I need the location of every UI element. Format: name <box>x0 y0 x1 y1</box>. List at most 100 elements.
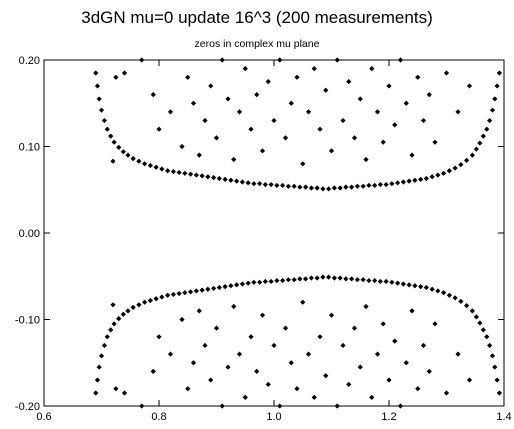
data-point <box>496 390 502 396</box>
data-point <box>320 274 326 280</box>
data-point <box>199 173 205 179</box>
data-point <box>432 321 438 327</box>
data-point <box>262 181 268 188</box>
data-point <box>110 158 116 164</box>
data-point <box>363 303 369 310</box>
data-point <box>392 338 398 344</box>
data-point <box>121 390 128 396</box>
data-point <box>225 96 231 102</box>
data-point <box>357 96 363 102</box>
data-point <box>386 377 392 383</box>
chart-title: 3dGN mu=0 update 16^3 (200 measurements) <box>81 8 433 27</box>
y-tick-label: -0.20 <box>15 401 40 413</box>
plot-frame <box>43 59 505 407</box>
data-point <box>196 308 202 314</box>
data-point <box>297 184 303 190</box>
data-point <box>291 277 297 283</box>
data-point <box>317 126 323 132</box>
data-point <box>176 290 182 297</box>
data-point <box>420 342 427 349</box>
data-point <box>113 74 119 80</box>
data-point <box>147 297 153 304</box>
data-point <box>326 274 332 280</box>
data-point <box>326 186 332 192</box>
data-point <box>409 308 415 314</box>
data-point <box>219 403 225 409</box>
data-point <box>389 279 395 285</box>
data-point <box>432 139 438 145</box>
data-point <box>395 180 401 186</box>
data-point <box>420 117 427 124</box>
data-point <box>248 334 254 340</box>
data-point <box>346 79 352 85</box>
data-point <box>346 381 352 387</box>
data-point <box>142 299 148 305</box>
data-point <box>167 351 174 357</box>
data-point <box>300 161 306 167</box>
data-point <box>277 57 283 63</box>
data-point <box>328 148 335 154</box>
data-point <box>369 394 375 400</box>
data-point <box>242 394 248 400</box>
data-point <box>349 276 355 282</box>
data-point <box>406 178 412 184</box>
data-point <box>125 152 131 158</box>
data-point <box>222 284 228 290</box>
data-point <box>136 158 142 164</box>
data-point <box>466 377 473 383</box>
data-point <box>228 177 234 183</box>
data-point <box>423 284 429 291</box>
x-tick-label: 0.6 <box>36 411 51 423</box>
data-point <box>288 360 294 366</box>
data-point <box>245 180 251 186</box>
data-point <box>403 100 409 106</box>
data-point <box>234 178 240 184</box>
data-point <box>489 353 496 359</box>
data-point <box>323 373 329 379</box>
data-point <box>288 100 294 106</box>
data-point <box>228 283 234 289</box>
data-point <box>202 342 208 349</box>
x-tick-label: 1.4 <box>496 411 511 423</box>
data-point <box>349 184 355 190</box>
data-point <box>383 181 389 188</box>
data-point <box>193 172 199 178</box>
data-point <box>415 74 421 80</box>
data-point <box>477 320 483 326</box>
data-point <box>96 364 102 370</box>
data-point <box>360 277 366 283</box>
chart-subtitle: zeros in complex mu plane <box>194 38 320 50</box>
data-point <box>170 168 176 175</box>
data-point <box>130 156 136 162</box>
data-point <box>248 126 254 132</box>
data-point <box>274 182 280 189</box>
data-point <box>205 286 211 292</box>
data-point <box>331 275 337 281</box>
data-point <box>374 109 381 115</box>
data-point <box>441 290 447 296</box>
data-point <box>219 57 225 63</box>
data-point <box>159 166 165 172</box>
data-point <box>473 314 479 320</box>
data-point <box>193 288 199 294</box>
data-point <box>265 381 271 387</box>
data-point <box>409 152 415 158</box>
data-point <box>179 316 185 323</box>
y-tick-label: -0.10 <box>15 315 40 327</box>
data-point <box>314 275 320 281</box>
data-point <box>300 299 306 305</box>
data-point <box>111 321 117 327</box>
data-point <box>354 277 360 283</box>
data-point <box>386 83 392 89</box>
data-point <box>397 403 404 409</box>
data-point <box>101 342 107 349</box>
data-point <box>120 311 126 317</box>
data-point <box>259 148 266 154</box>
data-point <box>455 351 461 357</box>
data-point <box>139 57 145 63</box>
data-point <box>383 278 389 285</box>
data-point <box>372 277 378 284</box>
data-point <box>308 185 314 191</box>
data-point <box>320 186 326 192</box>
